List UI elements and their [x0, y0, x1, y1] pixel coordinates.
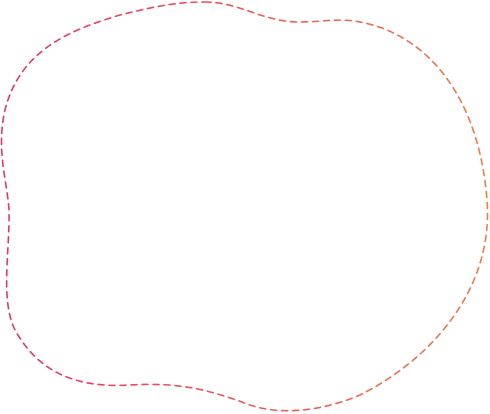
- blob-outline: [0, 1, 489, 412]
- page: Blob outline {} html, body { margin: 0; …: [0, 1, 489, 412]
- page-body: (() => { const data = JSON.parse(documen…: [0, 1, 489, 412]
- blob-canvas: [0, 1, 489, 412]
